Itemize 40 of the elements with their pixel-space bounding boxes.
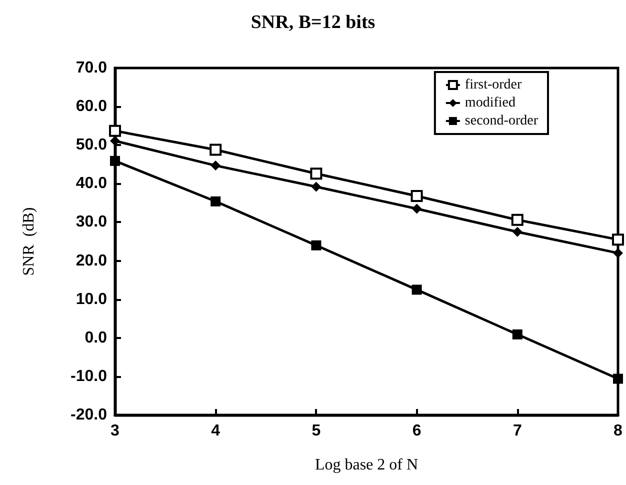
y-tick-label: 0.0 [84, 329, 108, 346]
point [311, 182, 322, 192]
x-tick-label: 3 [110, 422, 120, 440]
y-tick-label: 30.0 [76, 214, 108, 231]
x-axis-title: Log base 2 of N [314, 456, 418, 474]
legend-label: first-order [464, 78, 522, 92]
y-tick-label: 20.0 [76, 252, 108, 270]
point [613, 248, 623, 258]
y-tick-label: 10.0 [76, 290, 108, 308]
point [210, 144, 222, 156]
y-tick-label: 60.0 [76, 98, 108, 116]
point [512, 226, 522, 237]
x-tick-label: 7 [512, 422, 522, 440]
point [410, 190, 423, 202]
legend-label: second-order [464, 114, 538, 128]
point [412, 204, 422, 214]
y-axis-title: SNR (dB) [20, 207, 38, 276]
point [511, 214, 524, 226]
x-tick-label: 6 [412, 422, 422, 440]
point [311, 240, 322, 250]
y-tick-label: 40.0 [76, 175, 108, 192]
x-tick-label: 8 [614, 422, 623, 440]
point [512, 329, 522, 340]
point [110, 136, 120, 146]
x-tick-label: 4 [211, 422, 220, 440]
point [613, 374, 623, 384]
point [412, 284, 422, 295]
y-tick-label: -20.0 [70, 406, 108, 424]
chart-title: SNR, B=12 bits [250, 12, 376, 33]
y-tick-label: -10.0 [70, 368, 108, 385]
y-tick-label: 50.0 [76, 136, 108, 154]
point [210, 196, 221, 206]
legend-label: modified [464, 96, 516, 110]
y-tick-label: 70.0 [76, 60, 108, 76]
point [210, 160, 221, 171]
point [109, 124, 121, 137]
x-tick-label: 5 [312, 422, 321, 440]
point [110, 156, 120, 166]
point [310, 168, 322, 180]
point [612, 234, 624, 246]
